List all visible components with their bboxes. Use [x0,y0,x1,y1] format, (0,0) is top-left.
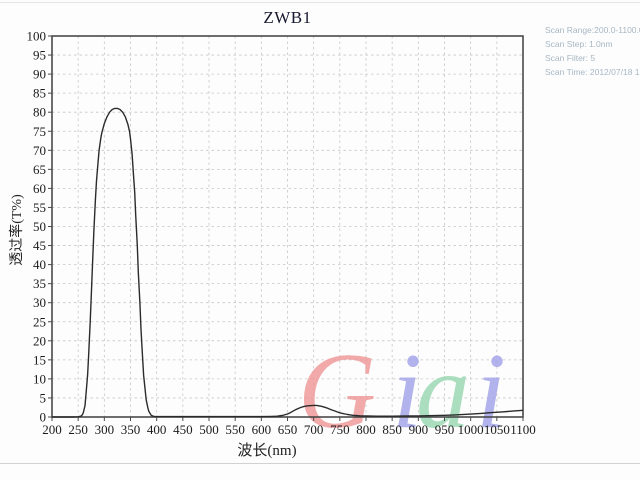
y-tick-label: 70 [33,143,46,158]
x-tick-label: 800 [356,422,376,437]
x-axis-title: 波长(nm) [237,443,297,459]
y-tick-label: 10 [33,371,46,386]
x-tick-label: 550 [225,422,245,437]
y-tick-label: 50 [33,219,46,234]
tick-labels: 200 250 300 350 400 450 500 550 600 650 700 750 800 8… [27,29,536,438]
scan-time-line: Scan Time: 2012/07/18 17 [545,67,640,77]
y-tick-label: 5 [40,390,47,405]
y-tick-label: 45 [33,238,46,253]
y-tick-label: 25 [33,314,46,329]
x-tick-label: 950 [435,422,455,437]
grid-lines [52,36,523,417]
x-tick-label: 850 [382,422,402,437]
x-tick-label: 450 [173,422,193,437]
y-tick-label: 40 [33,257,46,272]
scan-edge-bottom [0,463,640,464]
x-tick-label: 500 [199,422,219,437]
y-tick-label: 75 [33,124,46,139]
x-tick-label: 600 [252,422,272,437]
y-tick-label: 80 [33,105,46,120]
scan-info-block: Scan Range:200.0-1100.0nm Scan Step: 1.0… [545,23,640,79]
y-tick-label: 65 [33,162,46,177]
x-tick-label: 250 [68,422,88,437]
y-tick-label: 90 [33,67,46,82]
watermark-letter-4: i [476,332,506,451]
chart-title: ZWB1 [263,8,312,27]
y-tick-label: 55 [33,200,46,215]
y-tick-label: 30 [33,295,46,310]
y-tick-label: 60 [33,181,46,196]
transmission-curve [52,107,524,418]
x-tick-label: 1100 [510,422,536,437]
scan-range-line: Scan Range:200.0-1100.0nm [545,25,640,35]
x-tick-label: 900 [409,422,429,437]
y-tick-label: 0 [40,410,47,425]
watermark-letter-1: G [298,332,376,451]
x-tick-label: 1050 [484,422,510,437]
x-tick-label: 200 [42,422,62,437]
scan-filter-line: Scan Filter: 5 [545,53,596,63]
y-tick-label: 35 [33,276,46,291]
y-tick-label: 95 [33,48,46,63]
x-tick-label: 650 [278,422,298,437]
y-axis-title: 透过率(T%) [10,194,25,266]
x-tick-label: 750 [330,422,350,437]
axis-ticks [48,35,524,421]
y-tick-label: 85 [33,86,46,101]
watermark-letter-3: a [416,332,470,451]
x-tick-label: 700 [304,422,324,437]
watermark-letter-2: i [392,332,422,451]
x-tick-label: 300 [95,422,115,437]
x-tick-label: 350 [121,422,141,437]
scan-edge-top [0,2,640,3]
y-tick-label: 15 [33,352,46,367]
plot-border [51,35,524,418]
y-tick-label: 20 [33,333,46,348]
scan-step-line: Scan Step: 1.0nm [545,39,613,49]
x-tick-label: 1000 [458,422,484,437]
x-tick-label: 400 [147,422,167,437]
y-tick-label: 100 [27,29,47,44]
